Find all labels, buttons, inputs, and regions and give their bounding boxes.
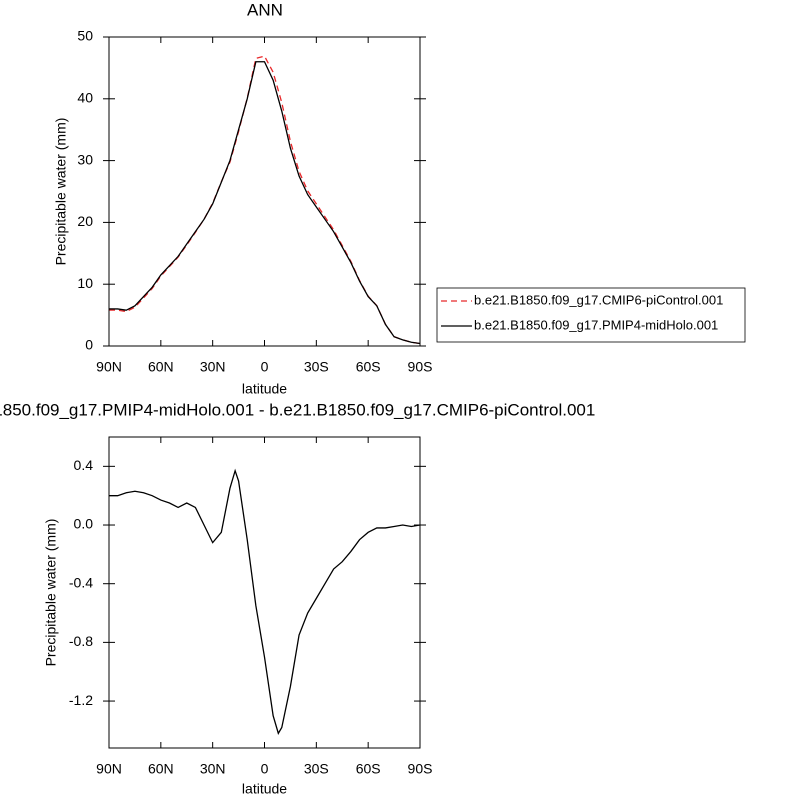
y-tick-label: 0 — [85, 337, 93, 353]
legend-label: b.e21.B1850.f09_g17.CMIP6-piControl.001 — [474, 292, 723, 307]
plot-frame — [108, 36, 421, 347]
y-tick-label: 30 — [77, 151, 93, 167]
x-tick-label: 30S — [304, 359, 329, 375]
plot-frame — [108, 436, 421, 749]
x-tick-label: 30S — [304, 761, 329, 777]
x-tick-label: 30N — [200, 359, 226, 375]
y-tick-label: -0.8 — [69, 633, 93, 649]
y-tick-label: 0.4 — [74, 457, 94, 473]
x-tick-label: 90S — [408, 761, 433, 777]
y-tick-label: 20 — [77, 213, 93, 229]
y-axis-label: Precipitable water (mm) — [43, 519, 59, 667]
x-axis-label: latitude — [242, 781, 287, 797]
y-tick-label: -0.4 — [69, 574, 93, 590]
chart-title: b.e21.B1850.f09_g17.PMIP4-midHolo.001 - … — [0, 400, 595, 419]
legend-label: b.e21.B1850.f09_g17.PMIP4-midHolo.001 — [474, 317, 718, 332]
x-tick-label: 60N — [148, 359, 174, 375]
x-tick-label: 0 — [261, 359, 269, 375]
x-tick-label: 90N — [96, 761, 122, 777]
y-tick-label: 0.0 — [74, 516, 94, 532]
y-tick-label: -1.2 — [69, 692, 93, 708]
x-tick-label: 60S — [356, 761, 381, 777]
x-axis-label: latitude — [242, 381, 287, 397]
legend-box — [436, 287, 746, 343]
series-line — [109, 468, 421, 735]
y-tick-label: 40 — [77, 90, 93, 106]
x-tick-label: 0 — [261, 761, 269, 777]
x-tick-label: 30N — [200, 761, 226, 777]
y-axis-label: Precipitable water (mm) — [53, 118, 69, 266]
series-line — [109, 61, 421, 345]
chart-title: ANN — [247, 0, 283, 19]
x-tick-label: 60S — [356, 359, 381, 375]
x-tick-label: 90N — [96, 359, 122, 375]
y-tick-label: 50 — [77, 28, 93, 44]
series-line — [109, 55, 421, 345]
x-tick-label: 90S — [408, 359, 433, 375]
x-tick-label: 60N — [148, 761, 174, 777]
y-tick-label: 10 — [77, 275, 93, 291]
